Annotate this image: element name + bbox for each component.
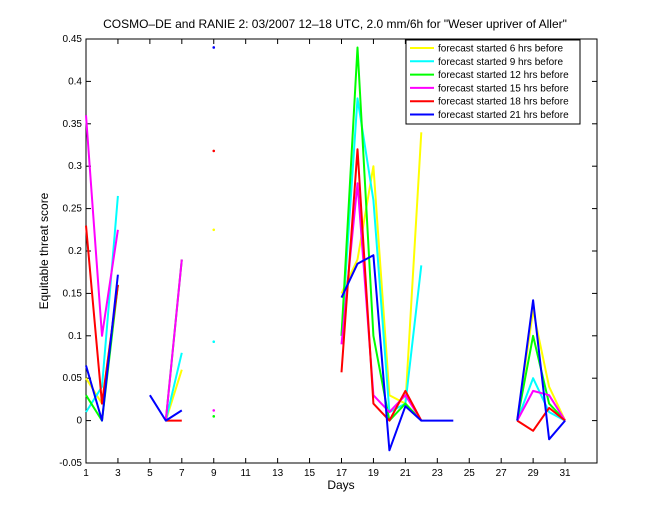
- x-tick-label: 23: [432, 468, 444, 479]
- series-line-segment: [149, 394, 183, 422]
- series-3: [85, 115, 566, 422]
- series-line-segment: [85, 115, 119, 337]
- x-tick-label: 25: [464, 468, 476, 479]
- y-axis-label: Equitable threat score: [37, 192, 51, 309]
- y-tick-label: -0.05: [59, 458, 82, 469]
- y-tick-label: 0.4: [68, 76, 82, 87]
- legend-box: [405, 39, 581, 125]
- x-tick-label: 27: [496, 468, 508, 479]
- series-line-segment: [516, 389, 566, 422]
- y-tick-label: 0.25: [63, 204, 83, 215]
- x-tick-label: 3: [115, 468, 121, 479]
- series-line-segment: [164, 259, 183, 421]
- y-tick-label: 0.15: [63, 288, 83, 299]
- series-line-segment: [340, 97, 423, 414]
- series-5: [85, 46, 566, 452]
- series-line-segment: [340, 254, 454, 452]
- legend-entry: forecast started 6 hrs before: [438, 44, 564, 55]
- x-tick-label: 19: [368, 468, 380, 479]
- legend-entry: forecast started 12 hrs before: [438, 70, 569, 81]
- data-point: [212, 415, 216, 418]
- series-line-segment: [340, 148, 423, 422]
- series-line-segment: [516, 377, 566, 422]
- y-tick-label: 0.3: [68, 161, 82, 172]
- x-axis-label: Days: [327, 478, 354, 492]
- series-line-segment: [340, 132, 423, 405]
- x-tick-label: 7: [179, 468, 185, 479]
- legend: forecast started 6 hrs before forecast st…: [405, 39, 581, 125]
- x-tick-label: 21: [400, 468, 412, 479]
- y-tick-label: 0: [76, 416, 82, 427]
- series-line-segment: [340, 46, 423, 422]
- series-line-segment: [340, 182, 423, 422]
- data-point: [212, 46, 216, 49]
- x-tick-label: 17: [336, 468, 348, 479]
- y-tick-label: 0.35: [63, 119, 83, 130]
- series-line-segment: [85, 274, 119, 422]
- legend-entry: forecast started 15 hrs before: [438, 83, 569, 94]
- data-point: [212, 149, 216, 153]
- data-point: [212, 340, 216, 344]
- legend-entry: forecast started 9 hrs before: [438, 57, 564, 68]
- x-tick-label: 5: [147, 468, 153, 479]
- data-point: [212, 228, 216, 232]
- series-line-segment: [516, 406, 566, 432]
- series-line-segment: [516, 299, 566, 441]
- x-tick-label: 29: [528, 468, 540, 479]
- chart-title: COSMO–DE and RANIE 2: 03/2007 12–18 UTC,…: [103, 17, 567, 31]
- x-tick-label: 13: [272, 468, 284, 479]
- legend-entry: forecast started 21 hrs before: [438, 110, 569, 121]
- x-tick-label: 15: [304, 468, 316, 479]
- y-tick-label: 0.2: [68, 246, 82, 257]
- y-tick-label: 0.05: [63, 373, 83, 384]
- series-line-segment: [164, 352, 183, 421]
- legend-entry: forecast started 18 hrs before: [438, 97, 569, 108]
- x-tick-label: 1: [83, 468, 89, 479]
- y-tick-label: 0.1: [68, 331, 82, 342]
- data-point: [212, 409, 216, 412]
- x-tick-label: 11: [240, 468, 251, 479]
- x-tick-label: 31: [560, 468, 572, 479]
- y-tick-label: 0.45: [63, 34, 83, 45]
- x-tick-label: 9: [211, 468, 217, 479]
